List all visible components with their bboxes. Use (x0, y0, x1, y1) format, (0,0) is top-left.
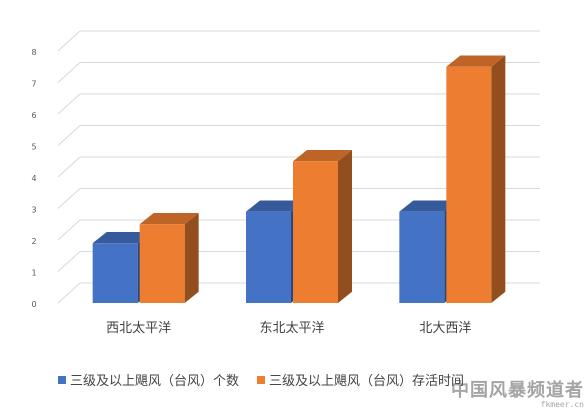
bar-top (399, 200, 459, 212)
y-tick-label: 7 (31, 80, 36, 89)
x-tick-label: 北大西洋 (419, 321, 471, 336)
bar-top (246, 200, 305, 212)
x-tick-label: 东北太平洋 (259, 321, 324, 336)
bar (92, 243, 138, 303)
gridline-side (57, 282, 81, 304)
bar (246, 211, 291, 303)
y-tick-label: 0 (31, 300, 36, 309)
gridline-side (57, 219, 81, 241)
x-tick-label: 西北太平洋 (106, 321, 171, 336)
bar-1-0 (139, 213, 199, 303)
bar (293, 161, 338, 303)
bars: 西北太平洋 东北太平洋 北大西洋 (92, 55, 506, 336)
gridline-side (57, 30, 81, 52)
y-tick-label: 3 (31, 206, 36, 215)
y-axis: 0 1 2 3 4 5 6 7 8 (31, 48, 36, 309)
bar (446, 66, 492, 303)
gridline-side (57, 156, 81, 178)
y-tick-label: 6 (31, 111, 36, 120)
bar (139, 224, 185, 303)
gridline-side (57, 251, 81, 272)
legend-item-duration: 三级及以上飓风（台风）存活时间 (257, 370, 464, 389)
legend-swatch-count (58, 375, 66, 384)
gridline-side (57, 62, 81, 83)
bar-top (293, 150, 352, 162)
bar-1-2 (446, 55, 506, 303)
legend-swatch-duration (257, 375, 266, 384)
bar-top (446, 55, 506, 67)
bar-side (338, 150, 352, 303)
bar-1-1 (293, 150, 352, 303)
y-tick-label: 4 (31, 174, 36, 183)
y-tick-label: 8 (31, 48, 36, 57)
gridline-side (57, 125, 81, 146)
y-tick-label: 1 (31, 269, 36, 278)
legend-label-duration: 三级及以上飓风（台风）存活时间 (269, 374, 465, 389)
bar-side (491, 55, 506, 303)
gridline-side (57, 93, 81, 115)
watermark: 中国风暴频道者 fkmeer.cn (451, 381, 584, 409)
y-tick-label: 2 (31, 237, 36, 246)
bar (399, 211, 445, 303)
legend-item-count: 三级及以上飓风（台风）个数 (58, 370, 239, 389)
gridline-side (57, 188, 81, 209)
bar-side (184, 213, 199, 303)
watermark-subtext: fkmeer.cn (540, 400, 584, 409)
y-tick-label: 5 (31, 143, 36, 152)
bar-top (139, 213, 199, 225)
bar-top (92, 231, 152, 244)
watermark-text: 中国风暴频道者 (451, 380, 584, 401)
legend: 三级及以上飓风（台风）个数 三级及以上飓风（台风）存活时间 (58, 370, 464, 389)
legend-label-count: 三级及以上飓风（台风）个数 (70, 374, 240, 389)
